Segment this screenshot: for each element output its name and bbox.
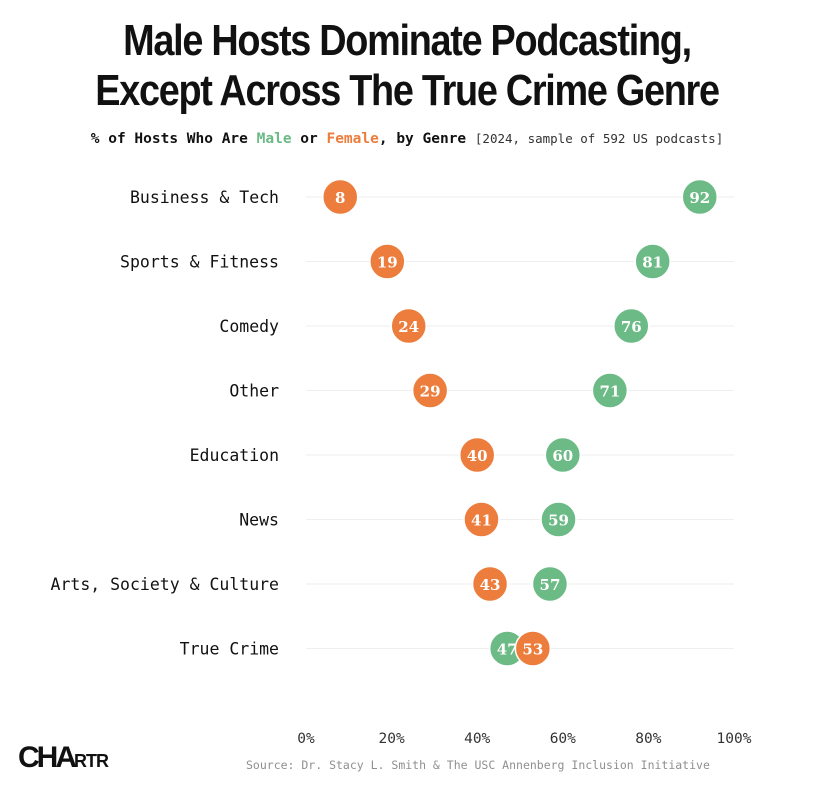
x-tick-label: 100% xyxy=(717,731,752,747)
subtitle-prefix: % of Hosts Who Are xyxy=(90,131,257,147)
female-dot xyxy=(390,307,427,345)
category-label: True Crime xyxy=(180,640,279,659)
logo-small: RTR xyxy=(74,751,109,771)
female-data-label: 19 xyxy=(377,254,398,272)
female-dot xyxy=(471,565,509,603)
logo-main: CHA xyxy=(18,741,77,774)
male-dot xyxy=(540,501,577,538)
x-tick-label: 80% xyxy=(635,731,661,747)
male-data-label: 47 xyxy=(497,641,518,659)
female-data-label: 40 xyxy=(467,447,488,465)
x-tick-label: 40% xyxy=(464,731,490,747)
x-tick-label: 0% xyxy=(297,731,315,747)
female-data-label: 43 xyxy=(480,576,501,594)
subtitle-female-label: Female xyxy=(326,131,379,147)
male-dot xyxy=(531,565,569,603)
female-dot xyxy=(463,501,500,538)
category-label: Education xyxy=(190,446,279,465)
female-dot xyxy=(514,630,552,667)
male-dot xyxy=(634,243,671,280)
category-label: Comedy xyxy=(219,317,279,336)
title-line-1: Male Hosts Dominate Podcasting, xyxy=(123,16,692,65)
x-tick-label: 20% xyxy=(378,731,404,747)
male-data-label: 60 xyxy=(552,447,573,465)
female-data-label: 29 xyxy=(420,383,441,401)
male-dot xyxy=(613,307,650,345)
male-dot xyxy=(681,178,719,216)
category-label: Other xyxy=(229,382,279,401)
female-data-label: 24 xyxy=(398,318,419,336)
female-dot xyxy=(369,243,406,280)
male-data-label: 81 xyxy=(642,254,663,272)
subtitle-note: [2024, sample of 592 US podcasts] xyxy=(474,131,724,146)
female-data-label: 53 xyxy=(522,641,543,659)
category-label: Arts, Society & Culture xyxy=(51,575,279,594)
category-label: Business & Tech xyxy=(130,188,279,207)
chart-subtitle: % of Hosts Who Are Male or Female, by Ge… xyxy=(0,131,814,147)
female-dot xyxy=(411,372,449,409)
male-data-label: 57 xyxy=(540,576,561,594)
male-data-label: 71 xyxy=(599,383,620,401)
x-tick-label: 60% xyxy=(550,731,576,747)
male-data-label: 59 xyxy=(548,512,569,530)
subtitle-suffix: , by Genre xyxy=(378,131,475,147)
chart-title: Male Hosts Dominate Podcasting, Except A… xyxy=(57,16,757,116)
female-data-label: 41 xyxy=(471,512,492,530)
category-label: News xyxy=(239,511,279,530)
female-dot xyxy=(458,436,496,474)
category-label: Sports & Fitness xyxy=(120,253,279,272)
male-dot xyxy=(591,372,629,409)
male-dot xyxy=(544,436,582,474)
source-note: Source: Dr. Stacy L. Smith & The USC Ann… xyxy=(246,758,710,772)
chartr-logo: CHARTR xyxy=(18,741,109,775)
subtitle-male-label: Male xyxy=(256,131,292,147)
subtitle-or: or xyxy=(291,131,327,147)
female-data-label: 8 xyxy=(335,189,345,207)
male-data-label: 92 xyxy=(689,189,710,207)
title-line-2: Except Across The True Crime Genre xyxy=(95,66,720,115)
female-dot xyxy=(321,178,359,216)
male-data-label: 76 xyxy=(621,318,642,336)
